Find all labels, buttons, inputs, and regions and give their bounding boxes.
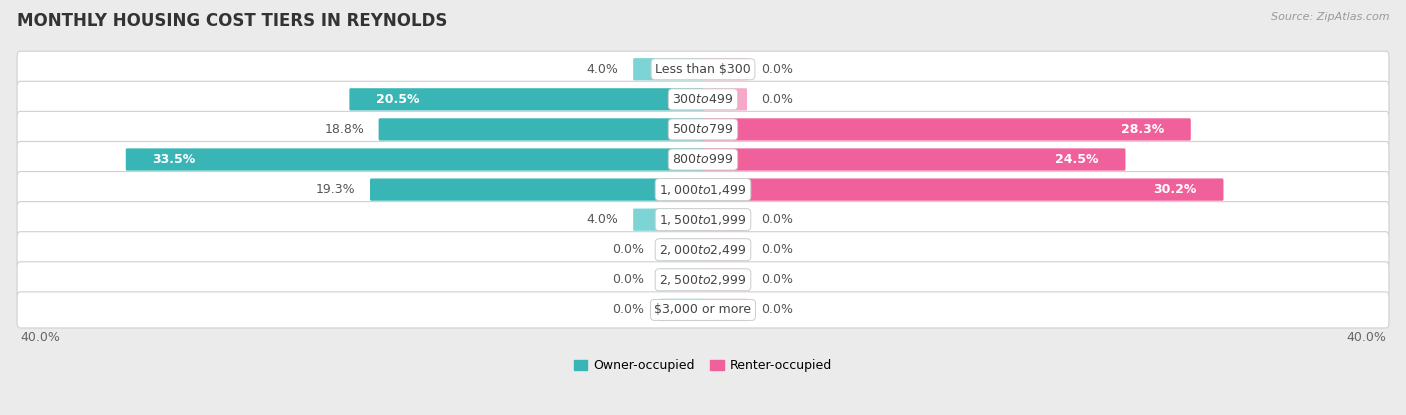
Text: 0.0%: 0.0% xyxy=(762,303,793,316)
Text: Less than $300: Less than $300 xyxy=(655,63,751,76)
Text: $800 to $999: $800 to $999 xyxy=(672,153,734,166)
FancyBboxPatch shape xyxy=(659,299,704,321)
Text: $500 to $799: $500 to $799 xyxy=(672,123,734,136)
Text: 30.2%: 30.2% xyxy=(1153,183,1197,196)
FancyBboxPatch shape xyxy=(702,178,1223,201)
FancyBboxPatch shape xyxy=(702,239,747,261)
FancyBboxPatch shape xyxy=(17,111,1389,147)
Legend: Owner-occupied, Renter-occupied: Owner-occupied, Renter-occupied xyxy=(574,359,832,372)
FancyBboxPatch shape xyxy=(370,178,704,201)
FancyBboxPatch shape xyxy=(349,88,704,110)
Text: 4.0%: 4.0% xyxy=(586,63,619,76)
Text: 0.0%: 0.0% xyxy=(613,303,644,316)
Text: 28.3%: 28.3% xyxy=(1121,123,1164,136)
FancyBboxPatch shape xyxy=(702,88,747,110)
Text: $300 to $499: $300 to $499 xyxy=(672,93,734,106)
FancyBboxPatch shape xyxy=(378,118,704,141)
Text: $1,000 to $1,499: $1,000 to $1,499 xyxy=(659,183,747,197)
Text: 0.0%: 0.0% xyxy=(762,273,793,286)
FancyBboxPatch shape xyxy=(702,149,1125,171)
Text: 40.0%: 40.0% xyxy=(1346,331,1386,344)
Text: $1,500 to $1,999: $1,500 to $1,999 xyxy=(659,212,747,227)
Text: 24.5%: 24.5% xyxy=(1054,153,1098,166)
Text: 4.0%: 4.0% xyxy=(586,213,619,226)
FancyBboxPatch shape xyxy=(633,208,704,231)
FancyBboxPatch shape xyxy=(702,299,747,321)
Text: 0.0%: 0.0% xyxy=(762,243,793,256)
FancyBboxPatch shape xyxy=(659,269,704,291)
Text: 0.0%: 0.0% xyxy=(762,213,793,226)
Text: 18.8%: 18.8% xyxy=(325,123,364,136)
Text: 33.5%: 33.5% xyxy=(153,153,195,166)
Text: 40.0%: 40.0% xyxy=(20,331,60,344)
FancyBboxPatch shape xyxy=(17,262,1389,298)
FancyBboxPatch shape xyxy=(702,58,747,81)
Text: 0.0%: 0.0% xyxy=(762,93,793,106)
Text: MONTHLY HOUSING COST TIERS IN REYNOLDS: MONTHLY HOUSING COST TIERS IN REYNOLDS xyxy=(17,12,447,30)
FancyBboxPatch shape xyxy=(702,269,747,291)
Text: 0.0%: 0.0% xyxy=(613,273,644,286)
Text: 0.0%: 0.0% xyxy=(613,243,644,256)
FancyBboxPatch shape xyxy=(702,118,1191,141)
FancyBboxPatch shape xyxy=(17,202,1389,238)
FancyBboxPatch shape xyxy=(17,81,1389,117)
FancyBboxPatch shape xyxy=(17,51,1389,87)
Text: 20.5%: 20.5% xyxy=(377,93,420,106)
FancyBboxPatch shape xyxy=(702,208,747,231)
FancyBboxPatch shape xyxy=(125,149,704,171)
Text: 0.0%: 0.0% xyxy=(762,63,793,76)
FancyBboxPatch shape xyxy=(659,239,704,261)
FancyBboxPatch shape xyxy=(17,232,1389,268)
Text: 19.3%: 19.3% xyxy=(316,183,356,196)
FancyBboxPatch shape xyxy=(17,171,1389,208)
Text: $2,500 to $2,999: $2,500 to $2,999 xyxy=(659,273,747,287)
FancyBboxPatch shape xyxy=(17,142,1389,178)
Text: $3,000 or more: $3,000 or more xyxy=(655,303,751,316)
FancyBboxPatch shape xyxy=(17,292,1389,328)
Text: Source: ZipAtlas.com: Source: ZipAtlas.com xyxy=(1271,12,1389,22)
FancyBboxPatch shape xyxy=(633,58,704,81)
Text: $2,000 to $2,499: $2,000 to $2,499 xyxy=(659,243,747,257)
